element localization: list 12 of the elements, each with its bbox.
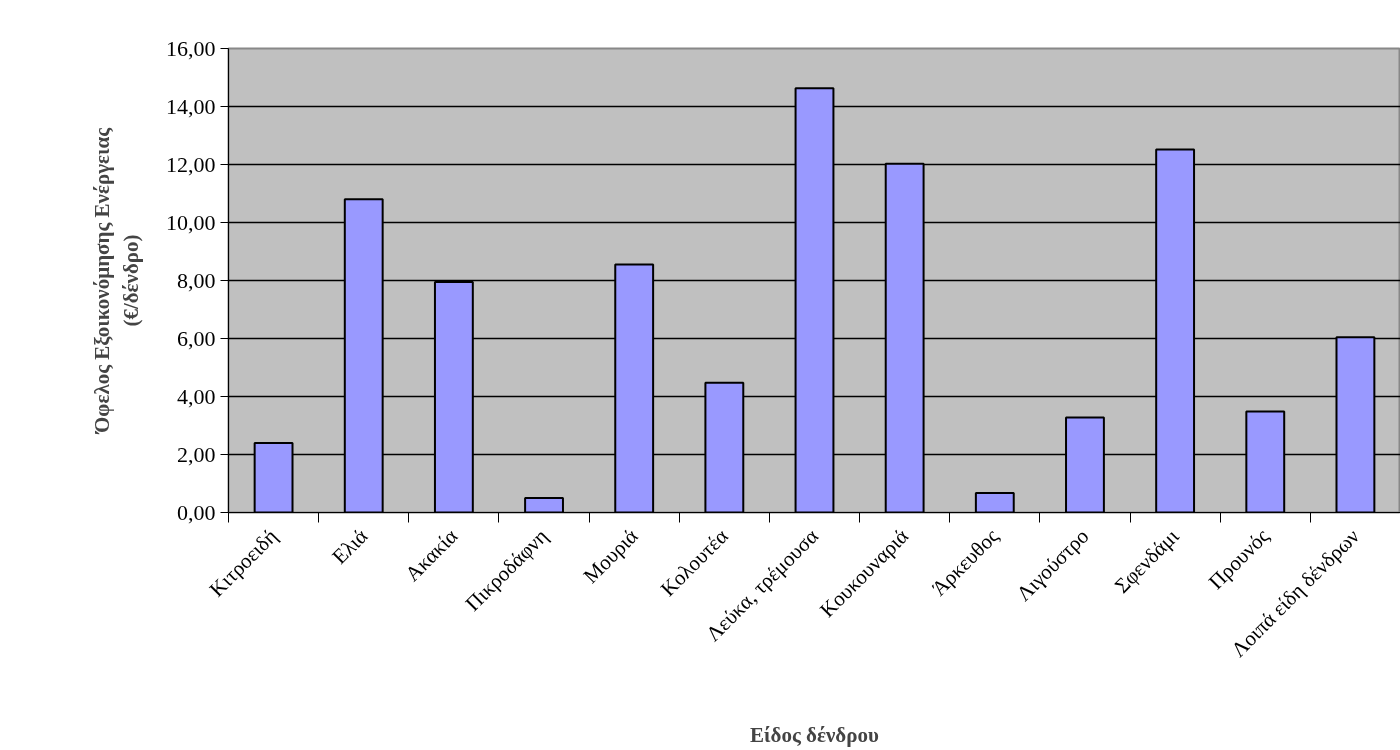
y-tick-label: 10,00	[166, 209, 216, 235]
y-tick-label: 8,00	[177, 267, 216, 293]
y-axis-title: Όφελος Εξοικονόμησης Ενέργειας (€/δένδρο)	[90, 126, 143, 436]
x-axis-title: Είδος δένδρου	[750, 723, 880, 748]
y-tick-label: 4,00	[177, 383, 216, 409]
y-tick-label: 14,00	[166, 93, 216, 119]
y-tick-label: 6,00	[177, 325, 216, 351]
x-tick-label: Ελιά	[327, 524, 373, 569]
y-tick-label: 16,00	[166, 35, 216, 61]
y-tick-label: 0,00	[177, 499, 216, 525]
y-tick-label: 2,00	[177, 441, 216, 467]
y-tick-label: 12,00	[166, 151, 216, 177]
